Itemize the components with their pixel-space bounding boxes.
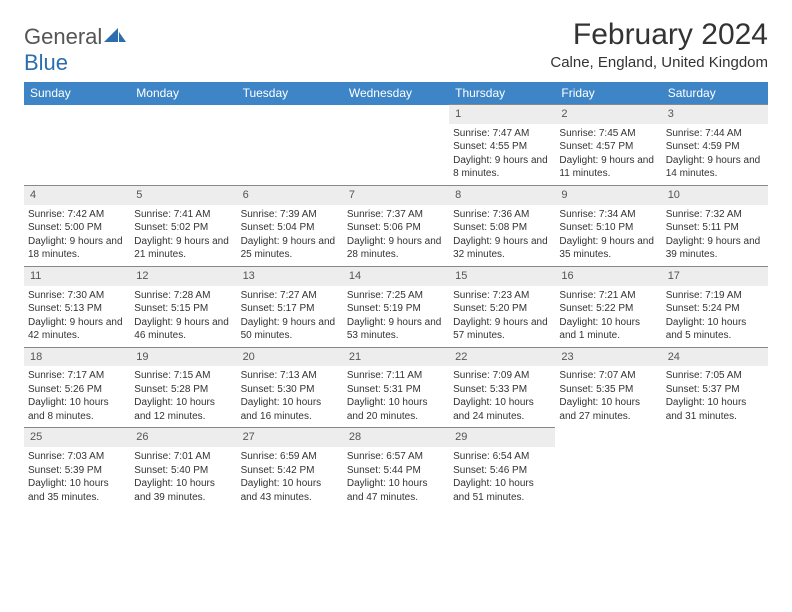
day-number-cell: 18 [24, 347, 130, 366]
daynum-row: 11121314151617 [24, 266, 768, 285]
day-number-cell: 27 [237, 428, 343, 447]
detail-row: Sunrise: 7:03 AMSunset: 5:39 PMDaylight:… [24, 447, 768, 508]
detail-row: Sunrise: 7:47 AMSunset: 4:55 PMDaylight:… [24, 124, 768, 186]
day-detail-cell: Sunrise: 7:41 AMSunset: 5:02 PMDaylight:… [130, 205, 236, 267]
logo-text: GeneralBlue [24, 24, 126, 76]
weekday-header: Thursday [449, 82, 555, 105]
day-detail-cell: Sunrise: 7:42 AMSunset: 5:00 PMDaylight:… [24, 205, 130, 267]
day-detail-cell: Sunrise: 7:03 AMSunset: 5:39 PMDaylight:… [24, 447, 130, 508]
day-number-cell: 16 [555, 266, 661, 285]
daynum-row: 123 [24, 105, 768, 124]
day-number-cell: 19 [130, 347, 236, 366]
title-block: February 2024 Calne, England, United Kin… [550, 18, 768, 71]
day-detail-cell: Sunrise: 7:13 AMSunset: 5:30 PMDaylight:… [237, 366, 343, 428]
weekday-header: Wednesday [343, 82, 449, 105]
weekday-header-row: SundayMondayTuesdayWednesdayThursdayFrid… [24, 82, 768, 105]
day-detail-cell: Sunrise: 7:44 AMSunset: 4:59 PMDaylight:… [662, 124, 768, 186]
day-detail-cell: Sunrise: 7:15 AMSunset: 5:28 PMDaylight:… [130, 366, 236, 428]
detail-row: Sunrise: 7:42 AMSunset: 5:00 PMDaylight:… [24, 205, 768, 267]
day-detail-cell [130, 124, 236, 186]
day-number-cell: 20 [237, 347, 343, 366]
logo-part2: Blue [24, 50, 68, 75]
day-number-cell [343, 105, 449, 124]
day-number-cell: 21 [343, 347, 449, 366]
day-number-cell [24, 105, 130, 124]
weekday-header: Friday [555, 82, 661, 105]
day-number-cell: 11 [24, 266, 130, 285]
day-number-cell: 25 [24, 428, 130, 447]
day-detail-cell [24, 124, 130, 186]
day-detail-cell: Sunrise: 7:45 AMSunset: 4:57 PMDaylight:… [555, 124, 661, 186]
day-number-cell: 26 [130, 428, 236, 447]
day-detail-cell: Sunrise: 7:36 AMSunset: 5:08 PMDaylight:… [449, 205, 555, 267]
header: GeneralBlue February 2024 Calne, England… [24, 18, 768, 76]
weekday-header: Saturday [662, 82, 768, 105]
daynum-row: 2526272829 [24, 428, 768, 447]
day-detail-cell: Sunrise: 7:32 AMSunset: 5:11 PMDaylight:… [662, 205, 768, 267]
day-number-cell: 8 [449, 185, 555, 204]
day-number-cell: 2 [555, 105, 661, 124]
logo-part1: General [24, 24, 102, 49]
day-number-cell: 24 [662, 347, 768, 366]
weekday-header: Tuesday [237, 82, 343, 105]
day-detail-cell: Sunrise: 7:05 AMSunset: 5:37 PMDaylight:… [662, 366, 768, 428]
location: Calne, England, United Kingdom [550, 54, 768, 71]
day-number-cell [662, 428, 768, 447]
day-number-cell: 22 [449, 347, 555, 366]
day-number-cell: 1 [449, 105, 555, 124]
month-title: February 2024 [550, 18, 768, 52]
day-detail-cell: Sunrise: 7:34 AMSunset: 5:10 PMDaylight:… [555, 205, 661, 267]
day-number-cell: 6 [237, 185, 343, 204]
day-number-cell: 9 [555, 185, 661, 204]
day-detail-cell: Sunrise: 7:19 AMSunset: 5:24 PMDaylight:… [662, 286, 768, 348]
day-number-cell [130, 105, 236, 124]
day-number-cell: 7 [343, 185, 449, 204]
day-detail-cell: Sunrise: 7:28 AMSunset: 5:15 PMDaylight:… [130, 286, 236, 348]
day-detail-cell: Sunrise: 7:21 AMSunset: 5:22 PMDaylight:… [555, 286, 661, 348]
day-number-cell: 28 [343, 428, 449, 447]
day-number-cell: 29 [449, 428, 555, 447]
day-detail-cell: Sunrise: 7:39 AMSunset: 5:04 PMDaylight:… [237, 205, 343, 267]
day-number-cell: 14 [343, 266, 449, 285]
calendar-table: SundayMondayTuesdayWednesdayThursdayFrid… [24, 82, 768, 508]
detail-row: Sunrise: 7:17 AMSunset: 5:26 PMDaylight:… [24, 366, 768, 428]
day-number-cell: 15 [449, 266, 555, 285]
day-number-cell [555, 428, 661, 447]
day-detail-cell: Sunrise: 7:07 AMSunset: 5:35 PMDaylight:… [555, 366, 661, 428]
day-detail-cell [555, 447, 661, 508]
day-number-cell [237, 105, 343, 124]
daynum-row: 45678910 [24, 185, 768, 204]
day-number-cell: 10 [662, 185, 768, 204]
day-number-cell: 3 [662, 105, 768, 124]
day-number-cell: 23 [555, 347, 661, 366]
day-detail-cell: Sunrise: 7:30 AMSunset: 5:13 PMDaylight:… [24, 286, 130, 348]
day-detail-cell [662, 447, 768, 508]
day-number-cell: 13 [237, 266, 343, 285]
logo-sail-icon [104, 24, 126, 49]
day-detail-cell: Sunrise: 6:59 AMSunset: 5:42 PMDaylight:… [237, 447, 343, 508]
day-number-cell: 17 [662, 266, 768, 285]
day-detail-cell: Sunrise: 7:09 AMSunset: 5:33 PMDaylight:… [449, 366, 555, 428]
day-detail-cell: Sunrise: 7:17 AMSunset: 5:26 PMDaylight:… [24, 366, 130, 428]
day-detail-cell: Sunrise: 7:37 AMSunset: 5:06 PMDaylight:… [343, 205, 449, 267]
logo: GeneralBlue [24, 24, 126, 76]
day-detail-cell: Sunrise: 6:54 AMSunset: 5:46 PMDaylight:… [449, 447, 555, 508]
day-detail-cell: Sunrise: 7:23 AMSunset: 5:20 PMDaylight:… [449, 286, 555, 348]
day-number-cell: 5 [130, 185, 236, 204]
day-detail-cell: Sunrise: 6:57 AMSunset: 5:44 PMDaylight:… [343, 447, 449, 508]
day-number-cell: 4 [24, 185, 130, 204]
day-detail-cell [343, 124, 449, 186]
day-detail-cell: Sunrise: 7:11 AMSunset: 5:31 PMDaylight:… [343, 366, 449, 428]
detail-row: Sunrise: 7:30 AMSunset: 5:13 PMDaylight:… [24, 286, 768, 348]
day-number-cell: 12 [130, 266, 236, 285]
weekday-header: Monday [130, 82, 236, 105]
day-detail-cell: Sunrise: 7:27 AMSunset: 5:17 PMDaylight:… [237, 286, 343, 348]
day-detail-cell [237, 124, 343, 186]
weekday-header: Sunday [24, 82, 130, 105]
daynum-row: 18192021222324 [24, 347, 768, 366]
day-detail-cell: Sunrise: 7:01 AMSunset: 5:40 PMDaylight:… [130, 447, 236, 508]
day-detail-cell: Sunrise: 7:25 AMSunset: 5:19 PMDaylight:… [343, 286, 449, 348]
day-detail-cell: Sunrise: 7:47 AMSunset: 4:55 PMDaylight:… [449, 124, 555, 186]
